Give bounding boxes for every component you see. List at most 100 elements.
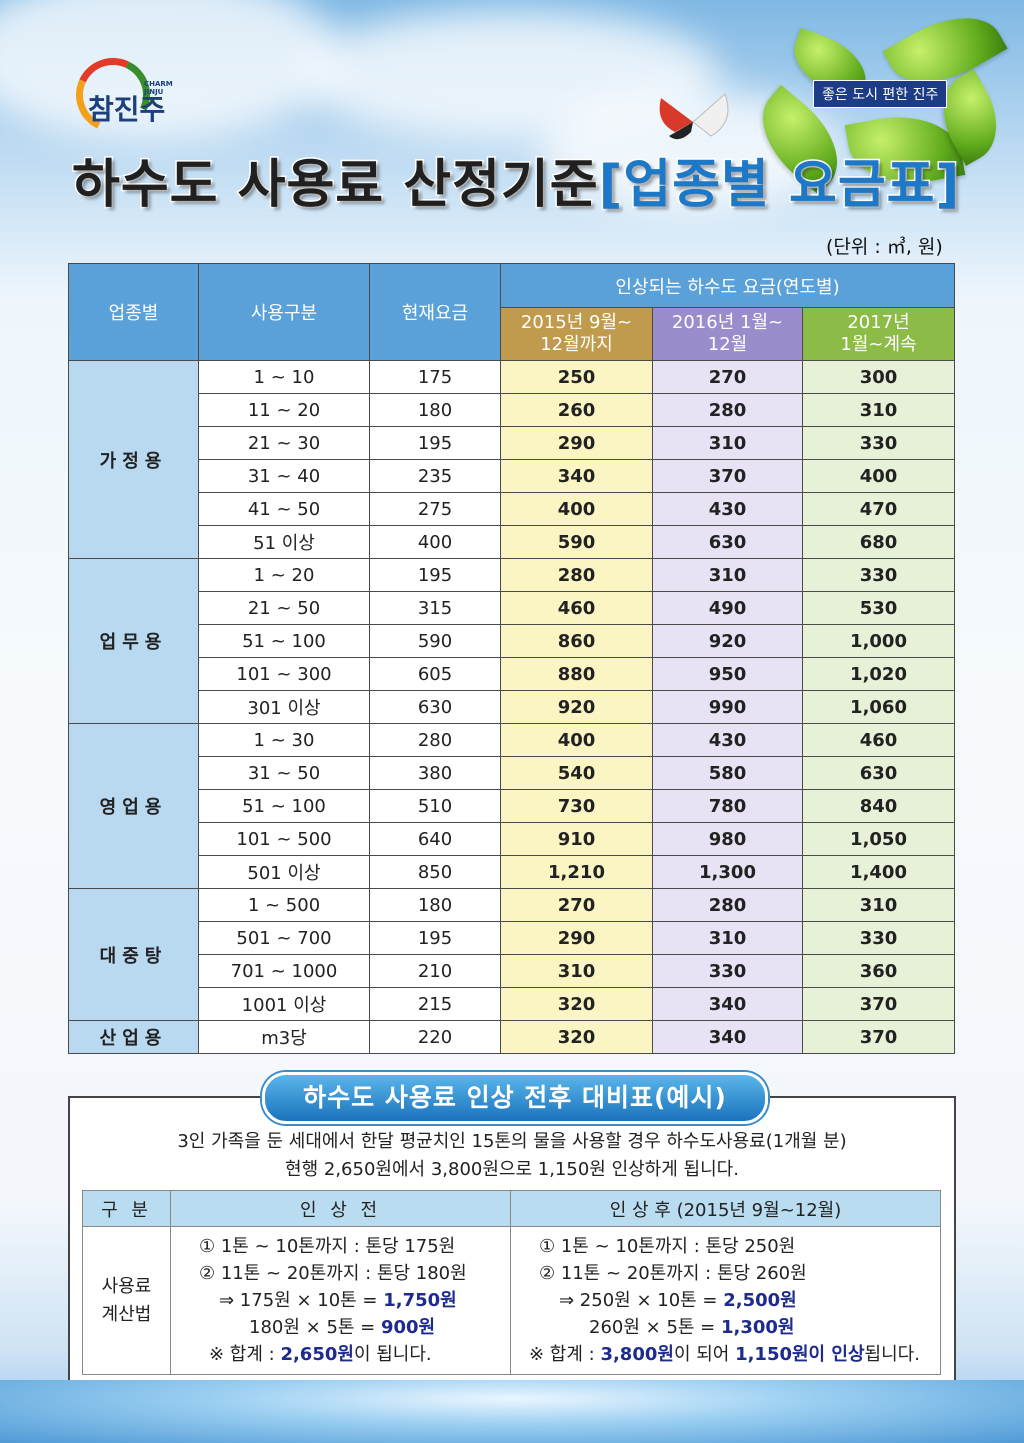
- category-cell: 산업용: [68, 1020, 199, 1054]
- rate-2015-cell: 340: [500, 459, 653, 493]
- row-label: 사용료 계산법: [82, 1226, 171, 1375]
- rate-2016-cell: 950: [652, 657, 803, 691]
- table-row: 21 ~ 50 315 460 490 530: [69, 591, 956, 625]
- header-before: 인 상 전: [170, 1190, 511, 1227]
- calc-line: ⇒ 175원 × 10톤 = 1,750원: [219, 1290, 457, 1311]
- table-row: 701 ~ 1000 210 310 330 360: [69, 954, 956, 988]
- rate-2016-cell: 430: [652, 723, 803, 757]
- table-row: 산업용 m3당 220 320 340 370: [68, 1020, 956, 1054]
- table-row: 31 ~ 50 380 540 580 630: [69, 756, 956, 790]
- header-increase-group: 인상되는 하수도 요금(연도별): [499, 263, 956, 308]
- current-rate-cell: 850: [369, 855, 501, 889]
- table-row: 1001 이상 215 320 340 370: [69, 987, 956, 1021]
- calc-line: ※ 합계 : 2,650원이 됩니다.: [209, 1344, 432, 1365]
- table-row: 501 이상 850 1,210 1,300 1,400: [69, 855, 956, 889]
- usage-cell: 41 ~ 50: [198, 492, 370, 526]
- rate-2015-cell: 460: [500, 591, 653, 625]
- rate-2015-cell: 400: [500, 723, 653, 757]
- slogan-badge: 좋은 도시 편한 진주: [813, 80, 948, 108]
- table-row: 대중탕 1 ~ 500 180 270 280 310: [68, 888, 956, 1021]
- usage-cell: 501 이상: [198, 855, 370, 889]
- butterfly-icon: [659, 93, 729, 140]
- header-2017: 2017년 1월~계속: [801, 307, 956, 361]
- rate-2016-cell: 310: [652, 921, 803, 955]
- rate-2016-cell: 270: [652, 360, 803, 394]
- rate-2015-cell: 860: [500, 624, 653, 658]
- current-rate-cell: 315: [369, 591, 501, 625]
- rate-2015-cell: 270: [500, 888, 653, 922]
- rate-2016-cell: 920: [652, 624, 803, 658]
- page-title: 하수도 사용료 산정기준[업종별 요금표]: [71, 142, 962, 217]
- rate-2015-cell: 910: [500, 822, 653, 856]
- current-rate-cell: 280: [369, 723, 501, 757]
- usage-cell: 101 ~ 500: [198, 822, 370, 856]
- category-cell: 가정용: [68, 360, 199, 559]
- rate-2017-cell: 330: [801, 921, 956, 955]
- rate-2017-cell: 530: [801, 591, 956, 625]
- table-row: 31 ~ 40 235 340 370 400: [69, 459, 956, 493]
- logo-subtitle: CHARM JINJU: [144, 80, 173, 96]
- rate-2016-cell: 370: [652, 459, 803, 493]
- current-rate-cell: 220: [369, 1020, 501, 1054]
- rate-2017-cell: 1,400: [801, 855, 956, 889]
- rate-2015-cell: 260: [500, 393, 653, 427]
- rate-2017-cell: 370: [801, 987, 956, 1021]
- rate-2017-cell: 360: [801, 954, 956, 988]
- comparison-table: 구 분 인 상 전 인 상 후 (2015년 9월~12월) 사용료 계산법 ① …: [82, 1190, 941, 1375]
- usage-cell: 501 ~ 700: [198, 921, 370, 955]
- rate-2016-cell: 980: [652, 822, 803, 856]
- current-rate-cell: 380: [369, 756, 501, 790]
- description-line: 현행 2,650원에서 3,800원으로 1,150원 인상하게 됩니다.: [285, 1159, 739, 1180]
- header-category: 업종별: [68, 263, 199, 361]
- table-row: 11 ~ 20 180 260 280 310: [69, 393, 956, 427]
- rate-2017-cell: 370: [801, 1020, 956, 1054]
- logo-text: 참진주: [88, 93, 166, 126]
- header-2016: 2016년 1월~ 12월: [652, 307, 803, 361]
- calc-line: ① 1톤 ~ 10톤까지 : 톤당 250원: [539, 1236, 796, 1257]
- table-row: 51 이상 400 590 630 680: [69, 525, 956, 559]
- current-rate-cell: 275: [369, 492, 501, 526]
- usage-cell: 21 ~ 50: [198, 591, 370, 625]
- water-decoration: [0, 1380, 1024, 1443]
- usage-cell: 1 ~ 500: [198, 888, 370, 922]
- rate-2016-cell: 330: [652, 954, 803, 988]
- current-rate-cell: 640: [369, 822, 501, 856]
- rate-2017-cell: 400: [801, 459, 956, 493]
- title-accent: [업종별 요금표]: [597, 154, 961, 217]
- title-main: 하수도 사용료 산정기준: [71, 154, 600, 217]
- rate-2016-cell: 1,300: [652, 855, 803, 889]
- comparison-description: 3인 가족을 둔 세대에서 한달 평균치인 15톤의 물을 사용할 경우 하수도…: [68, 1128, 956, 1184]
- rate-2016-cell: 580: [652, 756, 803, 790]
- current-rate-cell: 510: [369, 789, 501, 823]
- calc-line: ※ 합계 : 3,800원이 되어 1,150원이 인상됩니다.: [529, 1344, 920, 1365]
- rate-2017-cell: 470: [801, 492, 956, 526]
- rate-2016-cell: 340: [652, 1020, 803, 1054]
- logo: CHARM JINJU 참진주: [65, 47, 182, 143]
- rate-2016-cell: 340: [652, 987, 803, 1021]
- usage-cell: 1001 이상: [198, 987, 370, 1021]
- table-row: 51 ~ 100 510 730 780 840: [69, 789, 956, 823]
- calc-line: ⇒ 250원 × 10톤 = 2,500원: [559, 1290, 797, 1311]
- comparison-title: 하수도 사용료 인상 전후 대비표(예시): [262, 1072, 768, 1124]
- rate-2015-cell: 880: [500, 657, 653, 691]
- current-rate-cell: 210: [369, 954, 501, 988]
- rate-2015-cell: 730: [500, 789, 653, 823]
- rate-2015-cell: 540: [500, 756, 653, 790]
- description-line: 3인 가족을 둔 세대에서 한달 평균치인 15톤의 물을 사용할 경우 하수도…: [177, 1131, 847, 1152]
- table-row: 301 이상 630 920 990 1,060: [69, 690, 956, 724]
- table-row: 21 ~ 30 195 290 310 330: [69, 426, 956, 460]
- rate-2016-cell: 630: [652, 525, 803, 559]
- usage-cell: 701 ~ 1000: [198, 954, 370, 988]
- usage-cell: 101 ~ 300: [198, 657, 370, 691]
- rate-2016-cell: 990: [652, 690, 803, 724]
- rate-2015-cell: 320: [500, 987, 653, 1021]
- usage-cell: 301 이상: [198, 690, 370, 724]
- rate-2015-cell: 320: [500, 1020, 653, 1054]
- rate-2017-cell: 1,000: [801, 624, 956, 658]
- rate-2016-cell: 280: [652, 393, 803, 427]
- current-rate-cell: 195: [369, 426, 501, 460]
- current-rate-cell: 400: [369, 525, 501, 559]
- calc-line: 180원 × 5톤 = 900원: [249, 1317, 436, 1338]
- usage-cell: 51 ~ 100: [198, 789, 370, 823]
- rate-2017-cell: 330: [801, 558, 956, 592]
